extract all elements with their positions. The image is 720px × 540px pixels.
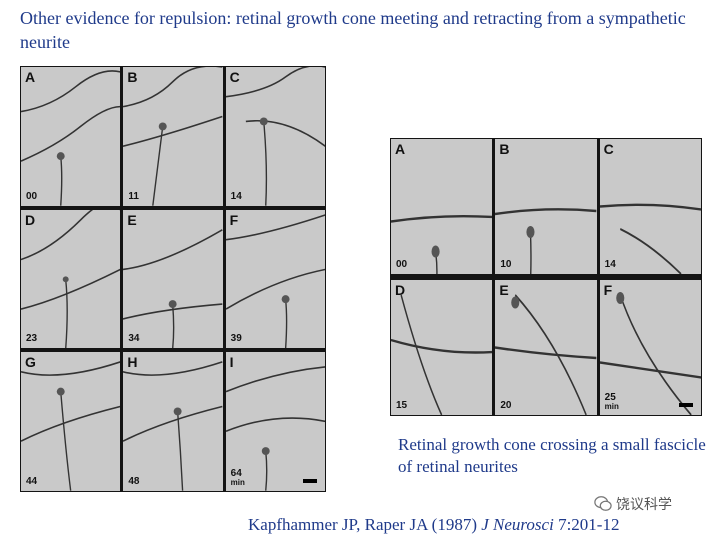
citation-authors: Kapfhammer JP, Raper JA (1987) (248, 515, 482, 534)
figure-caption: Retinal growth cone crossing a small fas… (398, 435, 706, 476)
left-panel-a: A 00 (21, 67, 121, 206)
micrograph-image (21, 209, 121, 349)
panel-time: 44 (26, 476, 38, 487)
right-panel-d: D 15 (391, 280, 493, 415)
right-panel-a: A 00 (391, 139, 493, 274)
panel-time: 15 (396, 400, 408, 411)
panel-time: 00 (396, 259, 408, 270)
micrograph-image (599, 292, 701, 415)
panel-label: A (395, 141, 406, 157)
micrograph-image (391, 294, 493, 415)
right-micrograph-figure: A 00 B 10 C 14 D 15 E 20 (390, 138, 702, 416)
panel-label: C (229, 69, 240, 85)
panel-time: 25 min (604, 392, 619, 411)
panel-label: F (603, 282, 613, 298)
panel-time: 48 (128, 476, 140, 487)
wechat-icon (594, 496, 612, 511)
panel-label: D (25, 211, 36, 228)
right-panel-f: F 25 min (599, 280, 701, 415)
right-panel-b: B 10 (495, 139, 597, 274)
panel-label: D (395, 282, 406, 298)
micrograph-image (21, 361, 121, 491)
panel-label: I (229, 354, 234, 371)
micrograph-image (123, 67, 223, 206)
micrograph-image (225, 366, 325, 491)
micrograph-image (599, 203, 701, 274)
watermark-text: 饶议科学 (616, 497, 672, 513)
micrograph-image (495, 294, 597, 415)
micrograph-image (225, 67, 325, 206)
micrograph-image (21, 70, 121, 206)
micrograph-image (123, 228, 223, 349)
citation-volume: 7:201-12 (553, 515, 620, 534)
panel-label: A (25, 69, 36, 85)
citation: Kapfhammer JP, Raper JA (1987) J Neurosc… (248, 514, 718, 536)
left-panel-i: I 64 min (225, 352, 325, 491)
citation-journal: J Neurosci (481, 515, 554, 534)
panel-time: 23 (26, 333, 38, 345)
left-panel-f: F 39 (225, 209, 325, 349)
left-panel-c: C 14 (225, 67, 325, 206)
panel-time: 39 (230, 333, 242, 345)
slide-title: Other evidence for repulsion: retinal gr… (20, 8, 686, 52)
left-panel-e: E 34 (123, 209, 223, 349)
panel-time: 14 (230, 190, 242, 202)
panel-label: H (127, 354, 138, 371)
left-panel-g: G 44 (21, 352, 121, 491)
right-panel-c: C 14 (599, 139, 701, 274)
scale-bar (679, 403, 693, 407)
scale-bar (303, 479, 317, 483)
micrograph-image (123, 361, 223, 491)
panel-time: 00 (26, 190, 38, 202)
panel-label: E (127, 211, 137, 228)
panel-label: E (499, 282, 509, 298)
panel-time: 64 min (230, 468, 245, 487)
left-panel-d: D 23 (21, 209, 121, 349)
watermark: 饶议科学 (594, 494, 672, 514)
panel-label: C (603, 141, 614, 157)
left-panel-h: H 48 (123, 352, 223, 491)
micrograph-image (495, 208, 597, 274)
panel-time: 14 (604, 259, 616, 270)
panel-label: G (25, 354, 36, 371)
panel-time: 34 (128, 333, 140, 345)
panel-time: 10 (500, 259, 512, 270)
panel-time: 20 (500, 400, 512, 411)
left-panel-b: B 11 (123, 67, 223, 206)
micrograph-image (225, 213, 325, 349)
panel-label: B (499, 141, 510, 157)
panel-label: F (229, 211, 239, 228)
micrograph-image (391, 214, 493, 274)
right-panel-e: E 20 (495, 280, 597, 415)
left-micrograph-figure: A 00 B 11 C 14 D 23 (20, 66, 326, 492)
panel-time: 11 (128, 190, 139, 202)
panel-label: B (127, 69, 138, 85)
